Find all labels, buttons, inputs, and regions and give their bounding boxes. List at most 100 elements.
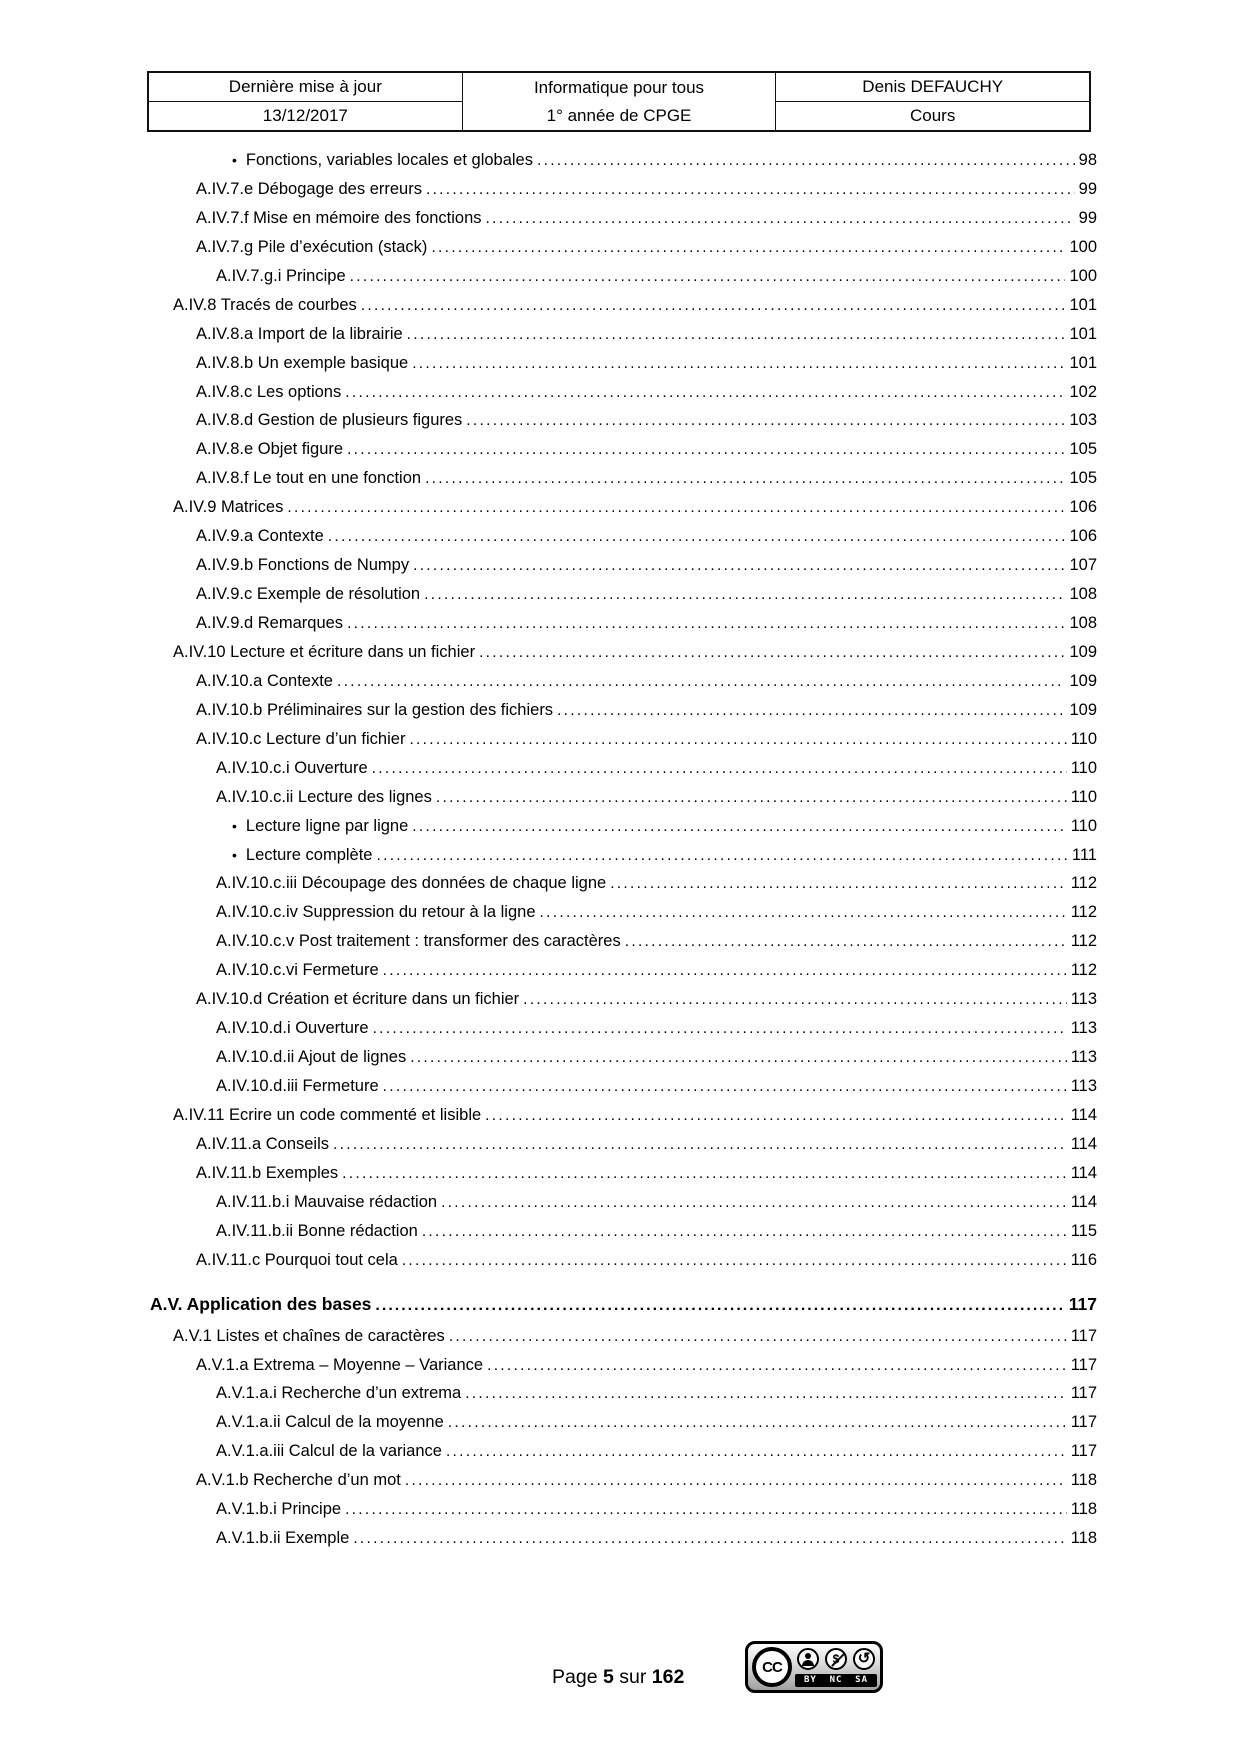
toc-entry[interactable]: A.IV.10.b Préliminaires sur la gestion d… — [150, 696, 1097, 725]
toc-entry[interactable]: A.IV.9.b Fonctions de Numpy.............… — [150, 551, 1097, 580]
toc-entry-page: 112 — [1070, 961, 1097, 980]
toc-entry[interactable]: A.IV.9.a Contexte.......................… — [150, 522, 1097, 551]
toc-entry[interactable]: A.V.1.b.ii Exemple......................… — [150, 1524, 1097, 1553]
leader-dots: ........................................… — [376, 846, 1067, 864]
footer-total-pages: 162 — [651, 1666, 685, 1688]
toc-entry-label: A.IV.10.c.iii Découpage des données de c… — [216, 874, 607, 893]
toc-entry-label: A.V.1.b Recherche d’un mot — [196, 1471, 401, 1490]
toc-entry[interactable]: A.IV.10.d.ii Ajout de lignes............… — [150, 1043, 1097, 1072]
toc-entry-label: A.IV.11.a Conseils — [196, 1134, 329, 1153]
toc-entry[interactable]: A.IV.7.g.i Principe.....................… — [150, 262, 1097, 291]
toc-entry-label: A.IV.10.d.iii Fermeture — [216, 1077, 379, 1095]
toc-entry-label: Fonctions, variables locales et globales — [245, 151, 533, 169]
toc-entry[interactable]: A.IV.11.b Exemples......................… — [150, 1159, 1097, 1188]
toc-entry-page: 117 — [1070, 1413, 1097, 1432]
toc-entry[interactable]: A.V.1 Listes et chaînes de caractères...… — [150, 1322, 1097, 1351]
toc-entry[interactable]: A.V.1.b Recherche d’un mot..............… — [150, 1466, 1097, 1495]
toc-entry[interactable]: A.IV.10.d Création et écriture dans un f… — [150, 985, 1097, 1014]
leader-dots: ........................................… — [349, 267, 1066, 285]
toc-entry[interactable]: A.IV.11.c Pourquoi tout cela............… — [150, 1246, 1097, 1275]
leader-dots: ........................................… — [539, 904, 1067, 922]
leader-dots: ........................................… — [372, 1020, 1067, 1038]
course-title-line1: Informatique pour tous — [533, 77, 705, 97]
toc-entry[interactable]: A.IV.10.c.v Post traitement : transforme… — [150, 927, 1097, 956]
toc-entry[interactable]: • Fonctions, variables locales et globale… — [150, 146, 1097, 175]
toc-entry-label: A.IV.10 Lecture et écriture dans un fich… — [173, 642, 476, 661]
toc-entry[interactable]: A.IV.10.c.iv Suppression du retour à la … — [150, 898, 1097, 927]
toc-entry[interactable]: A.V. Application des bases..............… — [150, 1289, 1097, 1319]
leader-dots: ........................................… — [345, 383, 1066, 401]
toc-entry[interactable]: A.V.1.a.iii Calcul de la variance.......… — [150, 1437, 1097, 1466]
toc-entry[interactable]: A.IV.10.c.vi Fermeture..................… — [150, 956, 1097, 985]
leader-dots: ........................................… — [347, 441, 1066, 459]
toc-entry[interactable]: A.V.1.a.ii Calcul de la moyenne.........… — [150, 1408, 1097, 1437]
toc-entry-label: A.IV.8.f Le tout en une fonction — [196, 469, 422, 488]
toc-entry[interactable]: A.IV.10.c.i Ouverture...................… — [150, 754, 1097, 783]
toc-entry[interactable]: A.IV.11.b.ii Bonne rédaction............… — [150, 1217, 1097, 1246]
toc-entry[interactable]: A.IV.11 Ecrire un code commenté et lisib… — [150, 1101, 1097, 1130]
toc-entry[interactable]: A.IV.10.d.i Ouverture...................… — [150, 1014, 1097, 1043]
toc-entry[interactable]: A.IV.9 Matrices.........................… — [150, 493, 1097, 522]
toc-entry[interactable]: A.IV.8.b Un exemple basique.............… — [150, 349, 1097, 378]
footer-current-page: 5 — [602, 1666, 614, 1688]
toc-entry-page: 113 — [1070, 1048, 1097, 1067]
course-title-line2: 1° année de CPGE — [546, 105, 692, 125]
toc-entry[interactable]: A.IV.9.d Remarques......................… — [150, 609, 1097, 638]
toc-entry-label: A.IV.7.g.i Principe — [216, 266, 346, 285]
toc-entry[interactable]: A.IV.8.c Les options....................… — [150, 378, 1097, 407]
toc-entry-label: A.IV.11.b.ii Bonne rédaction — [216, 1221, 418, 1240]
toc-entry-page: 110 — [1070, 816, 1097, 835]
document-type: Cours — [910, 106, 956, 125]
leader-dots: ........................................… — [425, 180, 1075, 198]
toc-entry[interactable]: A.IV.7.e Débogage des erreurs...........… — [150, 175, 1097, 204]
header-col-course-title: Informatique pour tous 1° année de CPGE — [461, 73, 777, 130]
toc-entry[interactable]: A.V.1.a Extrema – Moyenne – Variance....… — [150, 1351, 1097, 1380]
leader-dots: ........................................… — [610, 875, 1067, 893]
leader-dots: ........................................… — [347, 615, 1066, 632]
toc-entry[interactable]: A.IV.10.a Contexte......................… — [150, 667, 1097, 696]
leader-dots: ........................................… — [406, 325, 1066, 343]
toc-entry[interactable]: A.V.1.b.i Principe......................… — [150, 1495, 1097, 1524]
toc-entry-label: A.IV.7.f Mise en mémoire des fonctions — [196, 208, 482, 227]
cc-license-badge[interactable]: CC $ ↺ BY NC SA — [745, 1641, 883, 1693]
cc-icon: CC — [752, 1647, 792, 1687]
by-label: BY — [804, 1675, 817, 1685]
nc-label: NC — [829, 1675, 843, 1685]
toc-entry[interactable]: A.IV.8.a Import de la librairie.........… — [150, 320, 1097, 349]
toc-entry[interactable]: A.IV.9.c Exemple de résolution..........… — [150, 580, 1097, 609]
toc-entry[interactable]: A.IV.7.f Mise en mémoire des fonctions..… — [150, 204, 1097, 233]
toc-entry[interactable]: A.IV.10.c.iii Découpage des données de c… — [150, 869, 1097, 898]
toc-entry[interactable]: A.IV.10 Lecture et écriture dans un fich… — [150, 638, 1097, 667]
toc-entry[interactable]: • Lecture complète.......................… — [150, 841, 1097, 870]
toc-entry[interactable]: • Lecture ligne par ligne................… — [150, 812, 1097, 841]
leader-dots: ........................................… — [487, 1356, 1067, 1374]
leader-dots: ........................................… — [401, 1251, 1067, 1269]
toc-entry[interactable]: A.IV.11.b.i Mauvaise rédaction..........… — [150, 1188, 1097, 1217]
toc-entry-page: 115 — [1070, 1221, 1097, 1240]
toc-entry-page: 106 — [1069, 498, 1097, 517]
toc-entry[interactable]: A.IV.8.e Objet figure...................… — [150, 435, 1097, 464]
toc-entry-page: 110 — [1070, 787, 1097, 806]
toc-entry-label: A.IV.9.c Exemple de résolution — [196, 585, 421, 604]
footer-word-sur: sur — [619, 1666, 647, 1688]
leader-dots: ........................................… — [557, 701, 1066, 719]
toc-entry-page: 103 — [1069, 411, 1097, 430]
leader-dots: ........................................… — [479, 643, 1065, 661]
toc-entry[interactable]: A.IV.11.a Conseils......................… — [150, 1130, 1097, 1159]
toc-entry[interactable]: A.V.1.a.i Recherche d’un extrema........… — [150, 1379, 1097, 1408]
toc-entry[interactable]: A.IV.8 Tracés de courbes................… — [150, 291, 1097, 320]
leader-dots: ........................................… — [412, 354, 1066, 372]
toc-entry[interactable]: A.IV.7.g Pile d’exécution (stack).......… — [150, 233, 1097, 262]
toc-entry-page: 113 — [1070, 1077, 1097, 1095]
last-update-date: 13/12/2017 — [262, 106, 348, 125]
toc-entry-label: A.V.1.a.ii Calcul de la moyenne — [216, 1413, 444, 1432]
toc-entry-label: A.IV.10.d.i Ouverture — [216, 1019, 369, 1038]
leader-dots: ........................................… — [441, 1193, 1067, 1211]
toc-entry[interactable]: A.IV.8.d Gestion de plusieurs figures...… — [150, 406, 1097, 435]
toc-entry[interactable]: A.IV.10.c.ii Lecture des lignes.........… — [150, 783, 1097, 812]
leader-dots: ........................................… — [327, 528, 1066, 546]
toc-entry-page: 109 — [1069, 642, 1097, 661]
toc-entry[interactable]: A.IV.8.f Le tout en une fonction........… — [150, 464, 1097, 493]
toc-entry[interactable]: A.IV.10.c Lecture d’un fichier..........… — [150, 725, 1097, 754]
toc-entry[interactable]: A.IV.10.d.iii Fermeture.................… — [150, 1072, 1097, 1101]
